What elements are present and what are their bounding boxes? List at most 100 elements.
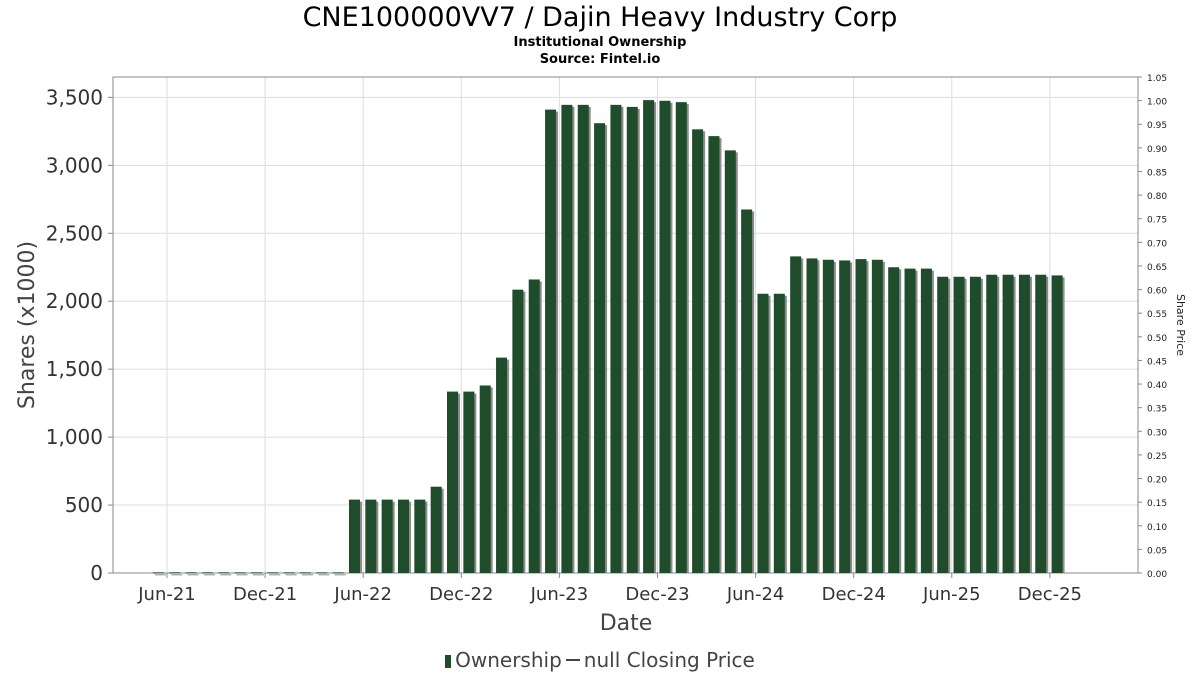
ownership-bar xyxy=(1002,274,1014,573)
ownership-bar xyxy=(169,572,181,574)
ownership-bar xyxy=(904,268,916,573)
ownership-bar xyxy=(152,572,164,574)
ownership-bar xyxy=(250,572,262,574)
y2-tick-label: 0.15 xyxy=(1147,499,1167,509)
x-tick-label: Dec-23 xyxy=(625,584,689,605)
legend-ownership-label: Ownership xyxy=(455,648,562,672)
y2-tick-label: 0.10 xyxy=(1147,523,1167,533)
y2-tick-label: 0.45 xyxy=(1147,357,1167,367)
y2-tick-label: 0.40 xyxy=(1147,381,1167,391)
ownership-bar xyxy=(594,123,606,574)
ownership-bar xyxy=(447,391,459,573)
y-tick-label: 3,500 xyxy=(46,85,103,109)
ownership-bar xyxy=(920,268,932,573)
y-tick-label: 0 xyxy=(90,561,103,585)
x-tick-label: Jun-25 xyxy=(922,584,981,605)
y2-tick-label: 0.70 xyxy=(1147,239,1167,249)
ownership-bar xyxy=(496,357,508,573)
ownership-bar xyxy=(185,572,197,574)
y2-tick-label: 0.50 xyxy=(1147,334,1167,344)
ownership-bar xyxy=(937,276,949,573)
y-tick-label: 1,500 xyxy=(46,357,103,381)
y2-tick-label: 0.55 xyxy=(1147,310,1167,320)
y2-axis-label: Share Price xyxy=(1174,294,1187,356)
ownership-bar xyxy=(479,385,491,573)
ownership-bar xyxy=(969,276,981,573)
ownership-bar xyxy=(201,572,213,574)
chart-subtitle: Institutional Ownership xyxy=(513,35,687,50)
ownership-bar xyxy=(1051,275,1063,573)
ownership-bar xyxy=(757,293,769,573)
legend-ownership-swatch xyxy=(445,655,452,668)
bar-shadow xyxy=(334,574,346,576)
ownership-bar xyxy=(659,100,671,573)
y2-tick-label: 0.25 xyxy=(1147,452,1167,462)
bar-shadow xyxy=(269,574,281,576)
ownership-bar xyxy=(577,104,589,573)
y2-tick-label: 0.05 xyxy=(1147,546,1167,556)
ownership-bar xyxy=(675,102,687,574)
ownership-bar xyxy=(806,258,818,573)
y2-tick-label: 0.85 xyxy=(1147,168,1167,178)
bar-shadow xyxy=(285,574,297,576)
y2-tick-label: 0.20 xyxy=(1147,476,1167,486)
bar-shadow xyxy=(203,574,215,576)
legend-price-line-icon xyxy=(565,659,580,661)
y-tick-label: 3,000 xyxy=(46,153,103,177)
ownership-bar xyxy=(528,279,540,573)
y-tick-label: 2,500 xyxy=(46,221,103,245)
ownership-bar xyxy=(888,267,900,573)
legend-price-label: null Closing Price xyxy=(583,648,755,672)
chart-title: CNE100000VV7 / Dajin Heavy Industry Corp xyxy=(302,2,898,33)
y-axis-ticks: 0 500 1,000 1,500 2,000 2,500 3,000 3,500 xyxy=(46,85,113,585)
ownership-bar xyxy=(463,391,475,573)
bar-shadow xyxy=(171,574,183,576)
ownership-bar xyxy=(643,100,655,573)
y-tick-label: 1,000 xyxy=(46,425,103,449)
ownership-bar xyxy=(365,499,377,573)
ownership-bar xyxy=(218,572,230,574)
ownership-bar xyxy=(741,209,753,573)
y2-axis-ticks: 0.00 0.05 0.10 0.15 0.20 0.25 0.30 0.35 0.40 0.45… xyxy=(1138,74,1167,580)
bar-shadow xyxy=(252,574,264,576)
y2-tick-label: 0.95 xyxy=(1147,121,1167,131)
bar-shadow xyxy=(154,574,166,576)
ownership-bar xyxy=(316,572,328,574)
ownership-bar xyxy=(267,572,279,574)
y2-tick-label: 0.60 xyxy=(1147,287,1167,297)
ownership-bar xyxy=(283,572,295,574)
y-tick-label: 2,000 xyxy=(46,289,103,313)
y2-tick-label: 0.35 xyxy=(1147,405,1167,415)
bar-shadow xyxy=(318,574,330,576)
ownership-bar xyxy=(986,274,998,573)
ownership-bar xyxy=(348,499,360,573)
ownership-bar xyxy=(561,104,573,573)
plot-frame xyxy=(112,76,1139,574)
y2-tick-label: 1.05 xyxy=(1147,74,1167,84)
x-axis-ticks: Jun-21 Dec-21 Jun-22 Dec-22 Jun-23 Dec-23 Jun-… xyxy=(137,573,1082,605)
x-tick-label: Dec-21 xyxy=(233,584,297,605)
bars-group xyxy=(152,100,1065,576)
ownership-bar xyxy=(1018,274,1030,573)
ownership-bar xyxy=(708,136,720,573)
y2-tick-label: 0.90 xyxy=(1147,145,1167,155)
ownership-bar xyxy=(234,572,246,574)
x-tick-label: Jun-21 xyxy=(137,584,196,605)
ownership-bar xyxy=(773,293,785,573)
bar-shadow xyxy=(301,574,313,576)
ownership-bar xyxy=(332,572,344,574)
ownership-bar xyxy=(855,259,867,573)
x-tick-label: Jun-23 xyxy=(530,584,589,605)
ownership-bar xyxy=(871,259,883,573)
y2-tick-label: 0.65 xyxy=(1147,263,1167,273)
x-tick-label: Dec-22 xyxy=(429,584,493,605)
x-tick-label: Dec-24 xyxy=(822,584,886,605)
ownership-bar xyxy=(381,499,393,573)
ownership-bar xyxy=(724,150,736,573)
ownership-bar xyxy=(545,109,557,573)
ownership-bar xyxy=(953,276,965,573)
ownership-bar xyxy=(398,499,409,573)
x-tick-label: Jun-22 xyxy=(333,584,392,605)
x-axis-label: Date xyxy=(600,611,653,636)
ownership-bar xyxy=(414,499,426,573)
